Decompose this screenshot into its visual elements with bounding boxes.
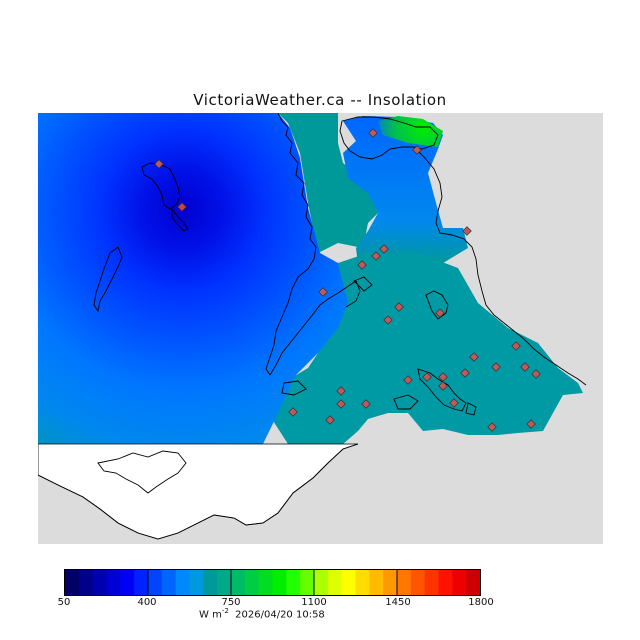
colorbar-segment [148, 570, 163, 595]
colorbar-segment [120, 570, 135, 595]
colorbar-tick-label: 1100 [301, 597, 327, 608]
colorbar-tick-label: 1450 [385, 597, 411, 608]
colorbar-segment [314, 570, 329, 595]
colorbar-segment [438, 570, 453, 595]
colorbar-segment [355, 570, 370, 595]
colorbar-segment [161, 570, 177, 595]
data-field-west [38, 113, 348, 444]
green-hotspot [378, 116, 443, 147]
colorbar-tick-label: 400 [137, 597, 157, 608]
colorbar-segment [203, 570, 218, 595]
timestamp: 2026/04/20 10:58 [235, 609, 325, 621]
colorbar-segment [369, 570, 384, 595]
data-field-northeast [343, 116, 468, 265]
colorbar-segment [217, 570, 232, 595]
colorbar-tick-label: 750 [221, 597, 241, 608]
units-exponent: -2 [221, 607, 229, 615]
colorbar-segment [341, 570, 356, 595]
colorbar-segment [410, 570, 426, 595]
colorbar-tick-label: 50 [57, 597, 71, 608]
colorbar-tick-label: 1800 [468, 597, 494, 608]
colorbar-segment [231, 570, 246, 595]
colorbar-segment [106, 570, 121, 595]
colorbar-segment [272, 570, 287, 595]
insolation-map [38, 113, 603, 544]
colorbar-segment [300, 570, 315, 595]
data-field-east [278, 113, 383, 253]
colorbar-segment [327, 570, 343, 595]
colorbar-segment [78, 570, 94, 595]
colorbar-segment [244, 570, 260, 595]
colorbar-segment [452, 570, 467, 595]
colorbar-segment [466, 570, 480, 595]
units-label: W m [199, 609, 222, 621]
colorbar-segment [383, 570, 398, 595]
map-title: VictoriaWeather.ca -- Insolation [193, 91, 447, 109]
coastlines [38, 113, 587, 540]
station-markers [154, 128, 541, 432]
colorbar-segment [258, 570, 273, 595]
vancouver-island-coast [97, 450, 187, 494]
colorbar-segment [424, 570, 439, 595]
colorbar-segment [65, 570, 80, 595]
colorbar [64, 569, 481, 596]
colorbar-segment [189, 570, 204, 595]
colorbar-segment [286, 570, 301, 595]
units-and-timestamp: W m-2 2026/04/20 10:58 [199, 607, 325, 620]
colorbar-segment [397, 570, 412, 595]
colorbar-segment [134, 570, 149, 595]
colorbar-segment [92, 570, 107, 595]
colorbar-segment [175, 570, 190, 595]
